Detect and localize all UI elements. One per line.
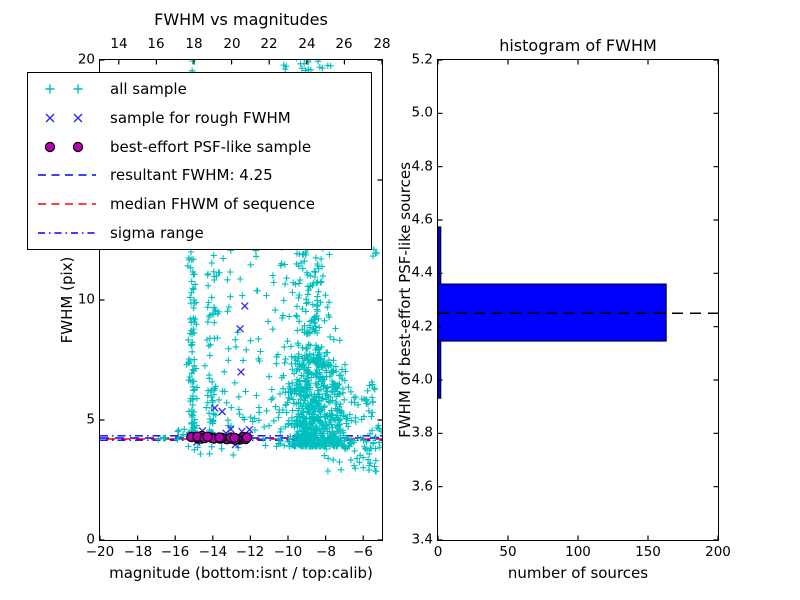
histogram-axes xyxy=(437,59,719,541)
psf-point xyxy=(229,432,240,443)
x-tick-label-bottom: −18 xyxy=(123,544,153,560)
histogram-ticks xyxy=(438,60,718,540)
legend-entry: sample for rough FWHM xyxy=(28,105,371,131)
histogram-title: histogram of FWHM xyxy=(499,36,657,55)
legend-marker-line-dashed xyxy=(38,174,96,177)
legend-label: best-effort PSF-like sample xyxy=(110,137,312,156)
legend-entry: sigma range xyxy=(28,220,371,246)
histogram-bar xyxy=(438,283,667,342)
psf-point xyxy=(202,431,213,442)
x-tick-label-bottom: −14 xyxy=(198,544,228,560)
psf-sample-points xyxy=(186,430,253,445)
x-tick-label-top: 20 xyxy=(223,36,241,52)
histogram-canvas xyxy=(438,60,718,540)
y-tick-label-hist: 3.4 xyxy=(411,531,433,548)
legend-entry: all sample xyxy=(28,76,371,102)
histogram-bar xyxy=(438,226,442,285)
x-tick-label-hist: 200 xyxy=(705,544,731,560)
legend-entry: median FHWM of sequence xyxy=(28,191,371,217)
legend-label: sigma range xyxy=(110,224,204,243)
x-tick-label-top: 18 xyxy=(185,36,203,52)
legend-label: all sample xyxy=(110,79,187,98)
legend-label: median FHWM of sequence xyxy=(110,195,315,214)
x-tick-label-top: 16 xyxy=(147,36,165,52)
histogram-bar xyxy=(438,340,442,399)
y-tick-label-hist: 3.8 xyxy=(411,424,433,441)
legend-marker-scatter-circle xyxy=(44,141,84,152)
histogram-xlabel: number of sources xyxy=(507,564,649,582)
y-tick-label-hist: 4.2 xyxy=(411,318,433,335)
legend-marker-line-dashdot xyxy=(38,232,96,234)
x-tick-label-top: 22 xyxy=(260,36,278,52)
y-tick-label-hist: 3.6 xyxy=(411,478,433,495)
scatter-xlabel: magnitude (bottom:isnt / top:calib) xyxy=(109,564,373,582)
x-tick-label-hist: 100 xyxy=(565,544,591,560)
y-tick-label-hist: 4.8 xyxy=(411,158,433,175)
legend-label: resultant FWHM: 4.25 xyxy=(110,166,273,185)
y-tick-label-hist: 4.4 xyxy=(411,264,433,281)
x-tick-label-bottom: −20 xyxy=(85,544,115,560)
x-tick-label-bottom: −8 xyxy=(316,544,336,560)
y-tick-label-hist: 4.6 xyxy=(411,211,433,228)
rough-fwhm-points xyxy=(190,302,254,449)
legend-entry: resultant FWHM: 4.25 xyxy=(28,162,371,188)
y-tick-label-left: 0 xyxy=(86,531,95,548)
y-tick-label-hist: 5.2 xyxy=(411,51,433,68)
y-tick-label-hist: 4.0 xyxy=(411,371,433,388)
x-tick-label-top: 24 xyxy=(298,36,316,52)
x-tick-label-bottom: −16 xyxy=(160,544,190,560)
y-tick-label-hist: 5.0 xyxy=(411,104,433,121)
scatter-plot-canvas xyxy=(100,60,382,540)
scatter-ticks xyxy=(100,60,382,540)
legend-marker-scatter-x xyxy=(45,113,83,123)
legend-label: sample for rough FWHM xyxy=(110,108,291,127)
scatter-title: FWHM vs magnitudes xyxy=(154,10,328,29)
x-tick-label-bottom: −12 xyxy=(235,544,265,560)
x-tick-label-bottom: −10 xyxy=(273,544,303,560)
x-tick-label-top: 26 xyxy=(335,36,353,52)
x-tick-label-hist: 50 xyxy=(499,544,517,560)
x-tick-label-hist: 0 xyxy=(433,544,443,560)
x-tick-label-bottom: −6 xyxy=(353,544,373,560)
psf-point xyxy=(214,432,225,443)
x-tick-label-hist: 150 xyxy=(635,544,661,560)
all-sample-points xyxy=(155,60,382,475)
y-tick-label-left: 20 xyxy=(77,51,95,68)
y-tick-label-left: 5 xyxy=(86,411,95,428)
psf-point xyxy=(241,432,253,443)
x-tick-label-top: 28 xyxy=(373,36,391,52)
legend-entry: best-effort PSF-like sample xyxy=(28,134,371,160)
legend-marker-scatter-plus xyxy=(45,84,83,94)
legend: all sample sample for rough FWHM best-effo… xyxy=(27,72,372,250)
x-tick-label-top: 14 xyxy=(110,36,128,52)
legend-marker-line-dashed xyxy=(38,203,96,206)
y-tick-label-left: 10 xyxy=(77,291,95,308)
histogram-ylabel: FWHM of best-effort PSF-like sources xyxy=(396,162,414,438)
